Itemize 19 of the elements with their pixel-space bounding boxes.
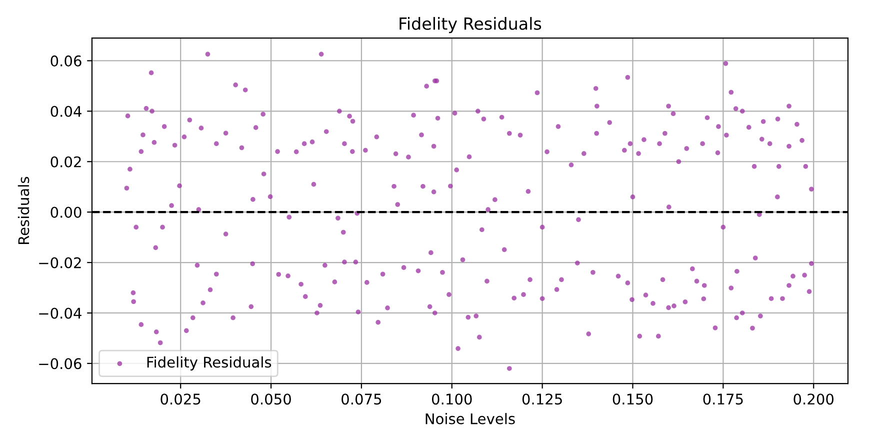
- x-tick-label: 0.050: [251, 394, 291, 405]
- y-tick-label: 0.04: [50, 106, 82, 117]
- x-axis-title: Noise Levels: [426, 413, 515, 424]
- x-tick-label: 0.075: [342, 394, 382, 405]
- chart-title: Fidelity Residuals: [400, 17, 542, 34]
- x-tick-label: 0.100: [432, 394, 472, 405]
- y-tick-label: −0.06: [39, 358, 82, 370]
- x-tick-label: 0.200: [794, 394, 834, 405]
- y-tick-label: 0.00: [50, 206, 82, 218]
- legend-label: Fidelity Residuals: [147, 356, 272, 370]
- x-tick-label: 0.025: [160, 394, 200, 405]
- y-tick-label: −0.04: [39, 308, 82, 319]
- y-tick-label: 0.06: [50, 55, 82, 66]
- y-tick-label: 0.02: [50, 156, 81, 168]
- y-tick-label: −0.02: [39, 257, 81, 268]
- x-tick-label: 0.125: [522, 394, 562, 405]
- x-tick-label: 0.175: [703, 394, 743, 405]
- x-tick-label: 0.150: [612, 394, 653, 405]
- y-axis-title: Residuals: [18, 176, 30, 244]
